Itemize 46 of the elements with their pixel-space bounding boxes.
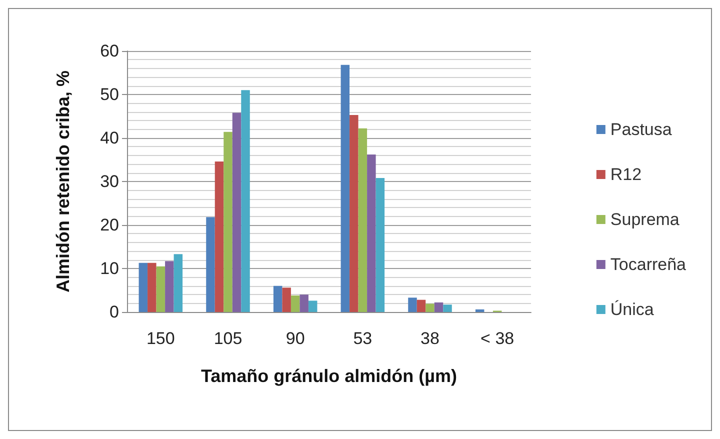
bar [340, 64, 350, 312]
x-tick-label: 53 [353, 329, 372, 348]
bar [300, 294, 308, 312]
y-tick-label: 60 [100, 42, 119, 60]
bar [148, 262, 156, 312]
bar [376, 178, 385, 312]
bar [224, 132, 232, 312]
legend-label: Única [610, 300, 654, 319]
x-tick-label: < 38 [480, 329, 514, 348]
bar [165, 261, 174, 312]
x-axis-title: Tamaño gránulo almidón (µm) [200, 366, 458, 386]
legend-label: Pastusa [610, 120, 672, 139]
y-tick-label: 10 [100, 259, 119, 278]
x-tick-label: 150 [146, 329, 175, 348]
bar [214, 161, 224, 312]
x-tick-label: 105 [214, 329, 242, 348]
bar [308, 300, 318, 312]
bar [443, 304, 452, 312]
bar [156, 266, 166, 312]
bar [358, 128, 368, 312]
y-axis-title: Almidón retenido criba, % [53, 70, 73, 293]
bar [174, 254, 183, 312]
bar [273, 286, 282, 312]
bar [434, 302, 444, 312]
bar [282, 288, 291, 312]
bar [367, 154, 376, 312]
legend-label: Suprema [610, 210, 680, 229]
x-tick-label: 38 [420, 329, 440, 348]
y-tick-label: 50 [100, 85, 119, 104]
bar [138, 262, 148, 312]
y-tick-label: 20 [100, 216, 119, 234]
bar [416, 300, 426, 312]
legend-label: R12 [610, 165, 642, 184]
y-tick-label: 0 [110, 302, 119, 322]
bar [241, 90, 250, 312]
bar [206, 217, 215, 312]
bar [232, 112, 242, 312]
bar [426, 304, 434, 312]
x-tick-label: 90 [286, 329, 305, 348]
bar [290, 295, 300, 312]
legend-label: Tocarreña [610, 255, 687, 274]
bar [475, 309, 484, 312]
y-tick-label: 30 [100, 172, 119, 191]
bar [408, 298, 417, 312]
bar [350, 114, 358, 312]
y-tick-label: 40 [100, 128, 119, 148]
